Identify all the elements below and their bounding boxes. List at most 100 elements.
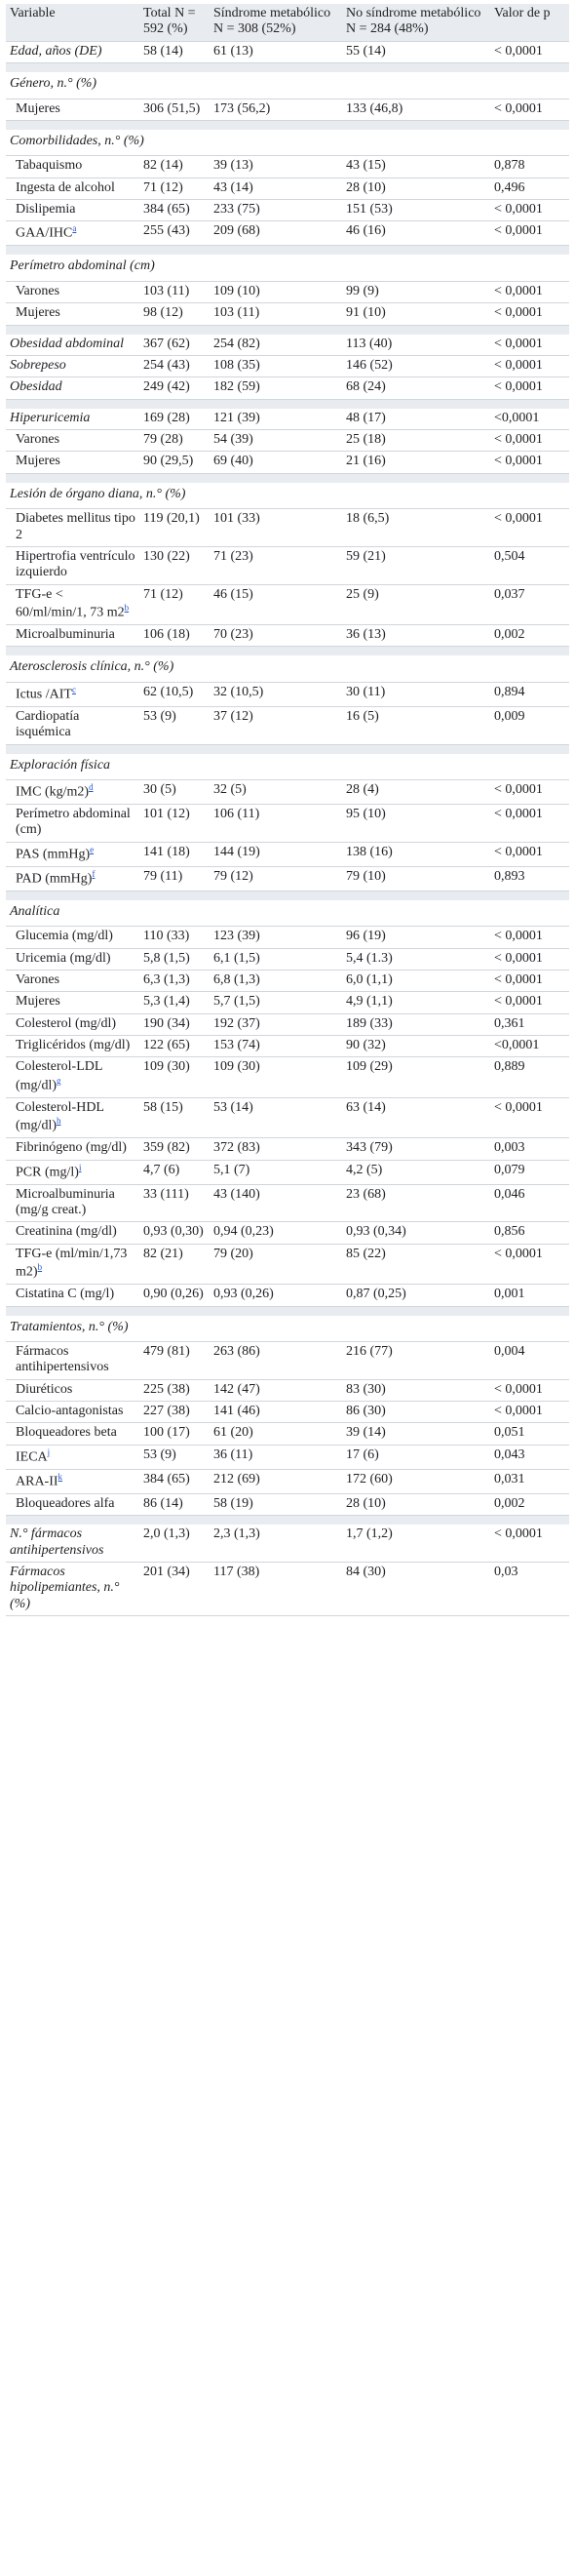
cell-sindrome: 46 (15) bbox=[210, 584, 342, 626]
group-spacer bbox=[6, 399, 569, 409]
cell-sindrome: 71 (23) bbox=[210, 546, 342, 585]
row-label: Bloqueadores alfa bbox=[6, 1493, 139, 1517]
row-label: Calcio-antagonistas bbox=[6, 1401, 139, 1424]
row-label: Bloqueadores beta bbox=[6, 1422, 139, 1446]
cell-no-sindrome: 28 (10) bbox=[342, 178, 490, 201]
row-label: Fármacos antihipertensivos bbox=[6, 1341, 139, 1380]
cell-total: 6,3 (1,3) bbox=[139, 970, 210, 993]
cell-total: 249 (42) bbox=[139, 376, 210, 400]
col-variable: Variable bbox=[6, 4, 139, 42]
row-label: Colesterol-LDL (mg/dl)g bbox=[6, 1056, 139, 1098]
cell-sindrome: 254 (82) bbox=[210, 334, 342, 356]
cell-no-sindrome: 63 (14) bbox=[342, 1097, 490, 1139]
row-label: Fibrinógeno (mg/dl) bbox=[6, 1137, 139, 1161]
row-label-text: Mujeres bbox=[16, 994, 60, 1010]
table-row: Ingesta de alcohol 71 (12) 43 (14) 28 (10) 0… bbox=[6, 178, 569, 201]
cell-no-sindrome: 48 (17) bbox=[342, 408, 490, 431]
row-label-text: Cardiopatía isquémica bbox=[16, 708, 80, 740]
row-label-text: ARA-II bbox=[16, 1474, 58, 1489]
table-row: Colesterol (mg/dl) 190 (34) 192 (37) 189 (3… bbox=[6, 1013, 569, 1037]
table-row: Colesterol-HDL (mg/dl)h 58 (15) 53 (14) 63 … bbox=[6, 1097, 569, 1139]
row-label-text: Fármacos antihipertensivos bbox=[16, 1343, 109, 1375]
row-label: Mujeres bbox=[6, 99, 139, 121]
cell-sindrome: 123 (39) bbox=[210, 926, 342, 949]
cell-p-value: 0,046 bbox=[490, 1184, 569, 1223]
group-spacer bbox=[6, 245, 569, 256]
cell-total: 58 (15) bbox=[139, 1097, 210, 1139]
table-row: Ictus /AITc 62 (10,5) 32 (10,5) 30 (11) 0,89… bbox=[6, 682, 569, 707]
footnote-link[interactable]: k bbox=[58, 1471, 63, 1482]
cell-p-value: < 0,0001 bbox=[490, 970, 569, 993]
table-row: Perímetro abdominal (cm) 101 (12) 106 (11)… bbox=[6, 804, 569, 843]
row-label-text: Diuréticos bbox=[16, 1381, 73, 1397]
cell-no-sindrome: 189 (33) bbox=[342, 1013, 490, 1037]
footnote-link[interactable]: e bbox=[90, 844, 95, 854]
cell-p-value: < 0,0001 bbox=[490, 1097, 569, 1139]
cell-sindrome: 61 (13) bbox=[210, 41, 342, 64]
cell-no-sindrome: 6,0 (1,1) bbox=[342, 970, 490, 993]
spacer-cell bbox=[6, 245, 569, 256]
row-label-text: Tabaquismo bbox=[16, 158, 83, 174]
footnote-link[interactable]: h bbox=[57, 1116, 61, 1127]
row-label-text: Obesidad abdominal bbox=[10, 336, 125, 351]
cell-sindrome: 109 (10) bbox=[210, 281, 342, 304]
row-label-text: Bloqueadores alfa bbox=[16, 1495, 115, 1511]
cell-total: 169 (28) bbox=[139, 408, 210, 431]
footnote-link[interactable]: d bbox=[89, 781, 94, 792]
spacer-cell bbox=[6, 1306, 569, 1316]
footnote-link[interactable]: j bbox=[47, 1447, 51, 1457]
table-row: N.° fármacos antihipertensivos 2,0 (1,3) 2… bbox=[6, 1525, 569, 1564]
row-label-text: Edad, años (DE) bbox=[10, 43, 102, 59]
cell-sindrome: 5,1 (7) bbox=[210, 1160, 342, 1185]
cell-no-sindrome: 113 (40) bbox=[342, 334, 490, 356]
cell-total: 106 (18) bbox=[139, 624, 210, 648]
cell-sindrome: 79 (12) bbox=[210, 866, 342, 892]
table-row: Bloqueadores beta 100 (17) 61 (20) 39 (14) 0… bbox=[6, 1422, 569, 1446]
row-label: Diuréticos bbox=[6, 1379, 139, 1403]
cell-p-value: < 0,0001 bbox=[490, 334, 569, 356]
cell-p-value: < 0,0001 bbox=[490, 451, 569, 474]
cell-no-sindrome: 83 (30) bbox=[342, 1379, 490, 1403]
cell-sindrome: 79 (20) bbox=[210, 1244, 342, 1286]
footnote-link[interactable]: a bbox=[72, 223, 77, 234]
cell-total: 141 (18) bbox=[139, 842, 210, 867]
cell-total: 90 (29,5) bbox=[139, 451, 210, 474]
row-label-text: N.° fármacos antihipertensivos bbox=[10, 1526, 104, 1558]
footnote-link[interactable]: g bbox=[57, 1075, 61, 1086]
row-label: Colesterol-HDL (mg/dl)h bbox=[6, 1097, 139, 1139]
cell-total: 384 (65) bbox=[139, 199, 210, 222]
cell-no-sindrome: 1,7 (1,2) bbox=[342, 1525, 490, 1564]
row-label: Varones bbox=[6, 970, 139, 993]
cell-p-value: < 0,0001 bbox=[490, 1525, 569, 1564]
cell-p-value: < 0,0001 bbox=[490, 355, 569, 378]
cell-sindrome: 54 (39) bbox=[210, 429, 342, 453]
cell-no-sindrome: 46 (16) bbox=[342, 220, 490, 247]
row-label-text: Mujeres bbox=[16, 100, 60, 116]
cell-p-value: < 0,0001 bbox=[490, 281, 569, 304]
footnote-link[interactable]: b bbox=[37, 1262, 43, 1273]
row-label-text: Dislipemia bbox=[16, 202, 76, 217]
footnote-link[interactable]: c bbox=[71, 684, 76, 694]
cell-no-sindrome: 59 (21) bbox=[342, 546, 490, 585]
cell-sindrome: 144 (19) bbox=[210, 842, 342, 867]
cell-no-sindrome: 17 (6) bbox=[342, 1445, 490, 1470]
cell-sindrome: 6,1 (1,5) bbox=[210, 948, 342, 971]
table-row: Edad, años (DE) 58 (14) 61 (13) 55 (14) < 0,… bbox=[6, 41, 569, 64]
group-spacer bbox=[6, 120, 569, 130]
cell-p-value: < 0,0001 bbox=[490, 199, 569, 222]
cell-p-value: < 0,0001 bbox=[490, 302, 569, 326]
section-heading: Aterosclerosis clínica, n.° (%) bbox=[6, 655, 569, 683]
cell-sindrome: 32 (5) bbox=[210, 779, 342, 806]
table-row: Cistatina C (mg/l) 0,90 (0,26) 0,93 (0,26)… bbox=[6, 1284, 569, 1307]
footnote-link[interactable]: f bbox=[92, 868, 96, 879]
group-spacer bbox=[6, 744, 569, 754]
table-row: Diabetes mellitus tipo 2 119 (20,1) 101 (3… bbox=[6, 508, 569, 547]
cell-total: 86 (14) bbox=[139, 1493, 210, 1517]
table-row: Mujeres 98 (12) 103 (11) 91 (10) < 0,0001 bbox=[6, 302, 569, 326]
row-label-text: Ictus /AIT bbox=[16, 687, 72, 702]
row-label: PAS (mmHg)e bbox=[6, 842, 139, 867]
cell-sindrome: 101 (33) bbox=[210, 508, 342, 547]
footnote-link[interactable]: b bbox=[124, 603, 130, 614]
cell-total: 119 (20,1) bbox=[139, 508, 210, 547]
footnote-link[interactable]: i bbox=[78, 1162, 82, 1172]
